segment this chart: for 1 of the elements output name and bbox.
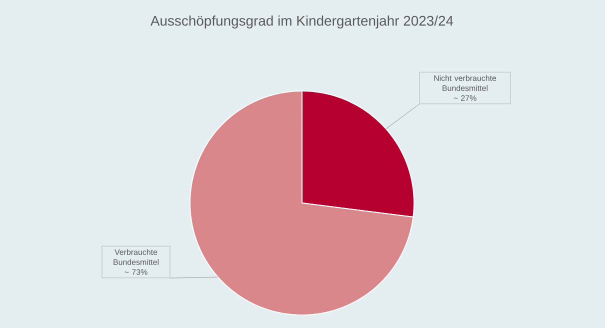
chart-title: Ausschöpfungsgrad im Kindergartenjahr 2023/24 xyxy=(150,15,454,28)
